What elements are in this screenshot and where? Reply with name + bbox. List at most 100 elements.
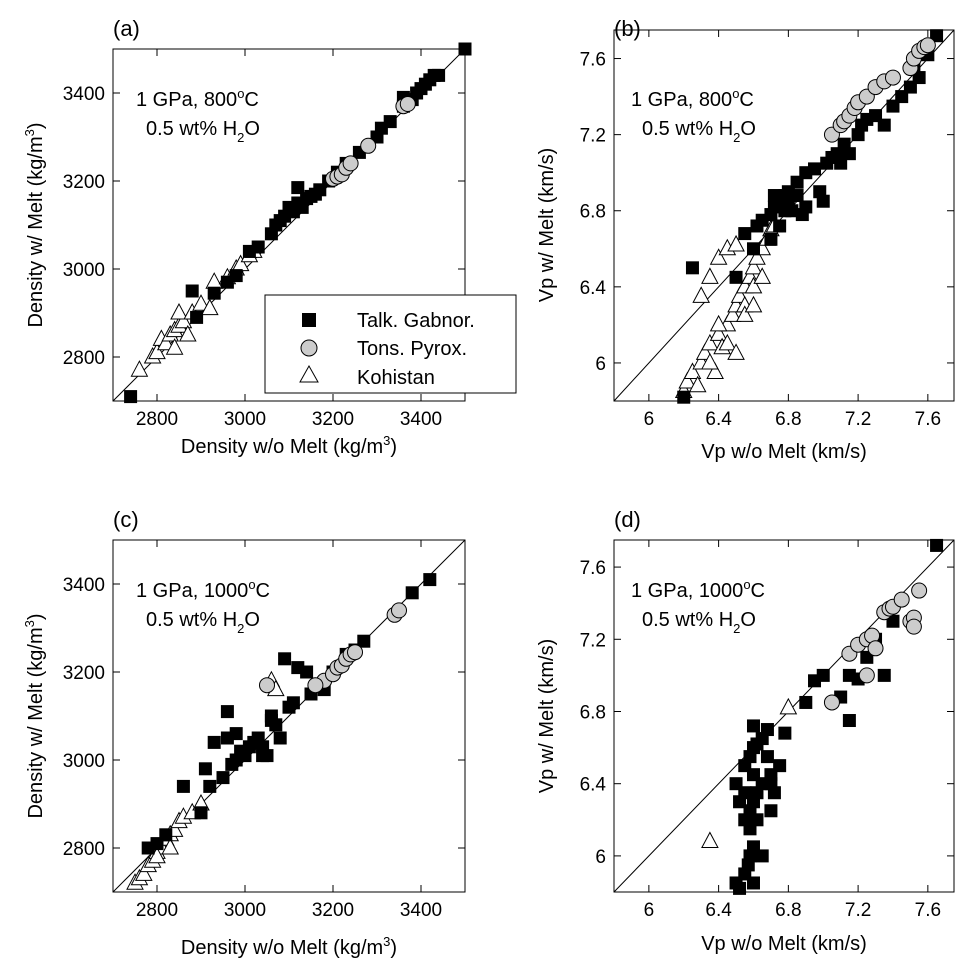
square-marker: [176, 779, 190, 793]
legend-entry-3: Kohistan: [357, 367, 435, 389]
square-marker: [190, 310, 204, 324]
tick-marks: [614, 540, 954, 892]
y-axis-label: Vp w/ Melt (km/s): [536, 639, 558, 793]
square-marker: [764, 777, 778, 791]
legend-entry-1: Talk. Gabnor.: [357, 310, 475, 332]
x-tick-label: 6.8: [775, 409, 801, 430]
square-marker: [816, 194, 830, 208]
triangle-marker: [161, 837, 180, 855]
x-tick-label: 3200: [312, 900, 354, 921]
circle-marker: [893, 591, 910, 608]
square-marker: [746, 768, 760, 782]
triangle-marker: [701, 333, 719, 351]
panel-label: (c): [113, 507, 139, 532]
panel-a: 2800 3000 3200 3400 2800 3000 3200 3400 (a) 1 G…: [22, 16, 517, 458]
triangle-marker: [200, 298, 219, 316]
tick-labels: 2800 3000 3200 3400 2800 3000 3200 3400: [63, 84, 442, 430]
triangle-marker: [165, 338, 184, 355]
square-marker: [816, 668, 830, 682]
tick-labels: 6 6.4 6.8 7.2 7.6 6 6.4 6.8 7.2 7.6: [580, 558, 941, 921]
x-tick-label: 6.4: [705, 900, 732, 921]
triangle-marker: [692, 286, 711, 303]
x-tick-label: 7.6: [915, 900, 941, 921]
triangle-marker: [744, 295, 763, 313]
y-tick-label: 7.2: [580, 126, 606, 147]
x-tick-label: 3400: [400, 409, 442, 430]
x-tick-label: 7.6: [915, 409, 941, 430]
square-marker: [799, 200, 813, 214]
y-tick-label: 6.8: [580, 702, 606, 723]
annotation-line-1: 1 GPa, 1000oC: [631, 577, 765, 602]
circle-marker: [307, 677, 324, 694]
square-marker: [286, 696, 300, 710]
triangle-marker: [683, 362, 702, 379]
square-marker: [738, 786, 752, 800]
square-marker: [124, 390, 138, 404]
tick-marks: [113, 540, 465, 892]
square-marker: [423, 573, 437, 587]
circle-marker: [858, 667, 875, 684]
square-marker: [746, 876, 760, 890]
y-tick-label: 2800: [63, 348, 105, 369]
x-tick-label: 3400: [400, 900, 442, 921]
square-marker: [405, 586, 419, 600]
circle-marker: [259, 677, 275, 694]
triangle-marker: [170, 302, 188, 320]
annotation-line-2: 0.5 wt% H2O: [146, 118, 260, 145]
x-tick-label: 6: [644, 900, 655, 921]
square-marker: [746, 719, 760, 733]
y-tick-label: 3400: [63, 84, 105, 105]
square-marker: [760, 750, 774, 764]
plot-frame: [613, 539, 955, 893]
x-axis-label: Density w/o Melt (kg/m3): [181, 433, 397, 458]
circle-marker: [399, 96, 416, 112]
triangle-marker: [723, 305, 742, 322]
triangle-marker: [727, 343, 745, 360]
triangle-marker: [727, 234, 745, 252]
square-marker: [264, 713, 278, 727]
triangle-marker: [718, 333, 737, 351]
x-tick-label: 2800: [136, 900, 178, 921]
panel-label: (b): [614, 16, 641, 41]
x-tick-label: 3200: [312, 409, 354, 430]
plot-frame: [112, 48, 466, 402]
legend: Talk. Gabnor. Tons. Pyrox. Kohistan: [264, 294, 517, 394]
y-tick-label: 6: [595, 847, 606, 868]
data-points: [674, 29, 944, 404]
x-axis-label: Vp w/o Melt (km/s): [701, 441, 867, 463]
square-marker: [760, 723, 774, 737]
triangle-marker: [748, 248, 766, 265]
data-points: [124, 42, 472, 404]
square-marker: [207, 735, 221, 749]
square-marker: [778, 726, 792, 740]
triangle-marker: [753, 267, 772, 284]
plot-frame: [613, 29, 955, 402]
y-tick-label: 6.8: [580, 202, 606, 223]
annotation-line-2: 0.5 wt% H2O: [642, 609, 756, 636]
square-marker: [773, 759, 787, 773]
square-marker: [185, 284, 199, 298]
y-tick-label: 3000: [63, 751, 105, 772]
x-tick-label: 2800: [136, 409, 178, 430]
y-axis-label: Vp w/ Melt (km/s): [536, 148, 558, 302]
square-marker: [198, 762, 212, 776]
triangle-marker: [744, 276, 763, 294]
x-tick-label: 3000: [224, 409, 266, 430]
square-marker: [799, 695, 813, 709]
y-tick-label: 3400: [63, 575, 105, 596]
square-marker: [273, 731, 287, 745]
y-tick-label: 6.4: [580, 278, 607, 299]
circle-marker: [867, 640, 884, 657]
circle-marker: [823, 694, 840, 711]
square-marker: [685, 261, 699, 275]
annotation-line-1: 1 GPa, 800oC: [136, 86, 259, 111]
panel-b: 6 6.4 6.8 7.2 7.6 6 6.4 6.8 7.2 7.6 (b) 1 GPa, 80…: [536, 16, 955, 463]
square-marker: [764, 232, 778, 246]
y-tick-label: 7.6: [580, 558, 606, 579]
circle-marker: [919, 37, 936, 54]
square-marker: [767, 189, 781, 203]
triangle-marker: [709, 248, 728, 265]
legend-triangle-marker: [299, 364, 319, 383]
triangle-marker: [779, 697, 798, 715]
